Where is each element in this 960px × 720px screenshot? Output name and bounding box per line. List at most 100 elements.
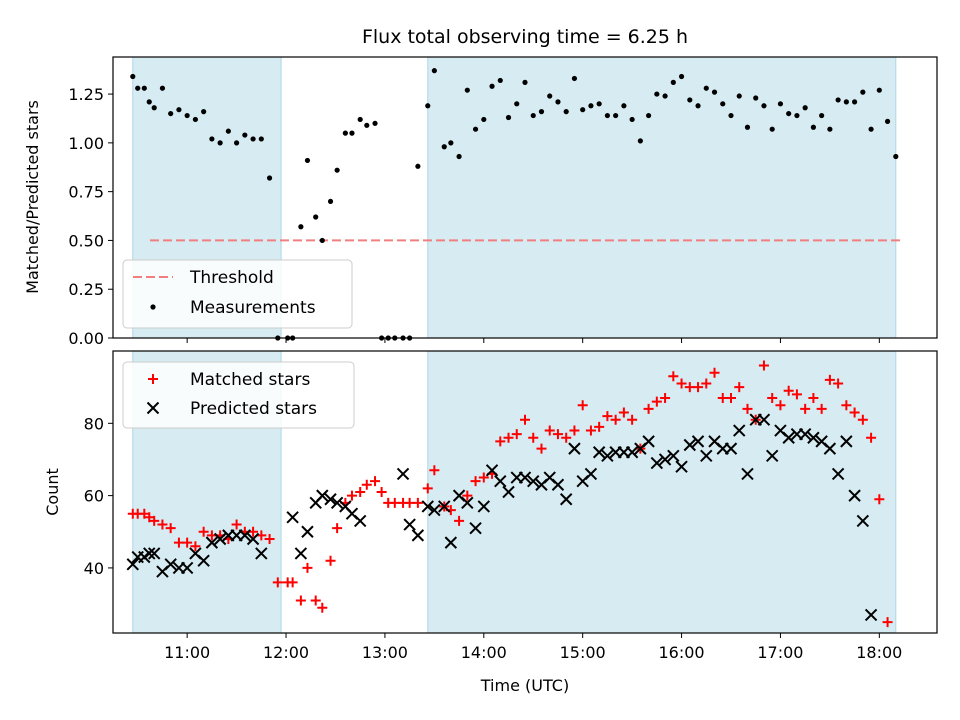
measurement-point: [327, 198, 334, 205]
matched-star-point: [198, 526, 209, 537]
matched-star-point: [643, 403, 654, 414]
count-panel: 40 60 80 11:00 12:00 13:00 14:00 15:00 16:00 17:…: [43, 350, 938, 695]
measurement-point: [225, 128, 231, 134]
matched-star-point: [325, 555, 336, 566]
matched-star-point: [165, 523, 176, 534]
matched-star-point: [536, 443, 547, 454]
measurement-point: [810, 124, 817, 130]
measurement-point: [146, 99, 152, 105]
measurement-point: [313, 214, 319, 220]
measurement-point: [720, 101, 726, 107]
measurement-point: [884, 118, 891, 124]
measurement-point: [298, 224, 304, 230]
matched-star-point: [874, 494, 885, 505]
predicted-star-point: [527, 474, 540, 488]
measurement-point: [242, 132, 248, 138]
predicted-star-point: [700, 449, 713, 463]
matched-star-point: [157, 519, 168, 530]
measurement-point: [662, 93, 668, 99]
measurement-point: [319, 237, 325, 244]
predicted-star-point: [741, 467, 754, 481]
measurement-point: [794, 112, 800, 119]
measurement-point: [472, 126, 479, 132]
predicted-star-point: [798, 427, 812, 441]
predicted-star-point: [428, 503, 441, 517]
predicted-star-point: [238, 529, 252, 542]
matched-star-point: [569, 425, 580, 436]
predicted-legend-marker: [146, 401, 160, 415]
matched-star-point: [594, 421, 605, 432]
measurement-point: [522, 79, 528, 85]
matched-star-point: [610, 414, 621, 425]
observing-interval: [427, 56, 897, 339]
matched-star-point: [841, 400, 852, 411]
measurement-point: [670, 79, 676, 85]
bottom-legend-box: [122, 361, 355, 429]
measurement-point: [342, 130, 348, 136]
matched-star-point: [866, 432, 877, 443]
measurement-point: [852, 99, 858, 105]
measurement-point: [349, 130, 355, 136]
measurement-point: [530, 112, 536, 119]
y-tick-label: 1.25: [68, 85, 104, 104]
predicted-star-point: [246, 532, 260, 546]
predicted-star-point: [864, 608, 878, 622]
predicted-star-point: [353, 514, 367, 528]
measurement-point: [613, 112, 619, 119]
matched-star-point: [495, 436, 506, 447]
y-tick-label: 1.00: [68, 134, 104, 153]
predicted-star-point: [411, 529, 425, 542]
measurement-points: [130, 68, 899, 341]
matched-star-point: [833, 378, 844, 389]
predicted-legend-swatch: [146, 401, 160, 415]
matched-star-point: [302, 562, 313, 573]
measurement-point: [448, 140, 454, 146]
matched-star-point: [429, 465, 440, 476]
measurement-point: [141, 85, 147, 91]
predicted-star-point: [324, 493, 337, 506]
matched-star-point: [791, 389, 802, 400]
measurement-point: [364, 122, 370, 128]
measurement-point: [580, 107, 586, 113]
x-tick-label: 18:00: [856, 643, 902, 662]
threshold-legend-label: Threshold: [189, 268, 274, 288]
x-tick-label: 14:00: [461, 643, 507, 662]
measurement-point: [802, 105, 808, 111]
measurement-point: [334, 167, 340, 173]
predicted-star-point: [461, 496, 474, 510]
matched-star-point: [577, 400, 588, 411]
predicted-star-point: [294, 547, 308, 560]
top-legend: Threshold Measurements: [122, 259, 353, 329]
predicted-star-point: [469, 521, 482, 535]
ratio-panel: 0.00 0.25 0.50 0.75 1.00 1.25 Flux total obse…: [23, 26, 938, 348]
matched-star-point: [627, 414, 638, 425]
top-y-ticks: 0.00 0.25 0.50 0.75 1.00 1.25: [68, 85, 113, 348]
measurement-point: [753, 95, 759, 101]
matched-star-point: [734, 382, 745, 393]
matched-star-point: [701, 378, 712, 389]
predicted-star-point: [396, 467, 410, 481]
matched-star-point: [618, 407, 629, 418]
matched-legend-marker: [148, 374, 158, 384]
measurement-point: [769, 126, 775, 132]
y-tick-label: 0.75: [68, 183, 104, 202]
measurement-point: [678, 73, 685, 80]
matched-star-point: [355, 487, 366, 497]
predicted-star-point: [683, 438, 697, 452]
matched-star-point: [149, 515, 160, 526]
matched-star-point: [182, 537, 193, 548]
matched-star-point: [742, 403, 753, 414]
matched-star-point: [775, 400, 786, 411]
measurement-point: [646, 112, 652, 119]
matched-star-point: [660, 393, 671, 403]
predicted-star-point: [765, 449, 779, 463]
predicted-star-point: [438, 500, 451, 513]
matched-star-point: [561, 432, 572, 443]
measurement-point: [464, 87, 470, 93]
matched-star-point: [287, 577, 298, 588]
measurement-point: [209, 136, 215, 142]
measurements-legend-swatch: [150, 304, 156, 310]
top-legend-box: [122, 259, 353, 329]
matched-star-point: [528, 432, 539, 443]
